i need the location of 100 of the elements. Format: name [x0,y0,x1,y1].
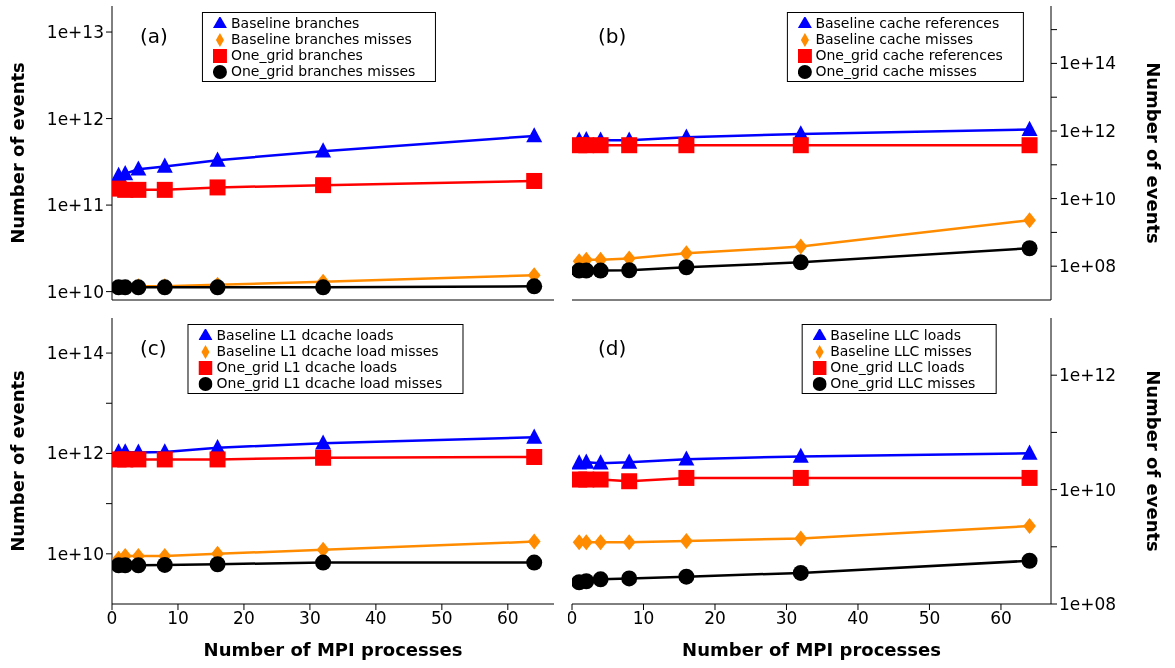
y-tick-label: 1e+12 [46,108,104,129]
point [794,238,808,255]
point [678,469,695,486]
point [1021,240,1038,257]
point [156,556,173,573]
point [678,450,695,466]
y2-axis-title: Number of events [1142,62,1164,244]
point [209,556,226,573]
point [792,254,809,271]
point [792,447,809,463]
y2-tick-label: 1e+12 [1059,121,1117,142]
text: (b) [598,24,627,48]
point [526,127,543,143]
point [1021,120,1038,137]
point [679,533,693,550]
point [592,571,609,588]
legend-label: Baseline LLC misses [830,343,972,359]
point [621,453,638,469]
point [622,534,636,551]
text: (d) [598,336,627,360]
point [156,451,173,468]
point [315,434,332,450]
point [592,262,609,279]
x-axis-title: Number of MPI processes [682,639,941,660]
point [130,160,147,176]
y2-axis-title: Number of events [1142,370,1164,552]
y2-tick-label: 1e+10 [1059,188,1117,209]
legend-label: Baseline L1 dcache loads [216,327,394,343]
point [130,451,147,468]
legend-label: One_grid branches misses [230,63,416,79]
x-tick-label: 20 [704,608,726,629]
point [209,179,226,196]
x-tick-label: 40 [365,608,387,629]
x-tick-label: 10 [167,608,189,629]
y-axis-title: Number of events [7,370,29,552]
x-axis-title: Number of MPI processes [203,639,463,660]
point [315,449,332,466]
legend-label: Baseline LLC loads [830,327,962,343]
point [526,428,543,444]
x-tick-label: 60 [497,608,519,629]
x-tick-label: 50 [431,608,453,629]
point [594,534,607,551]
point [209,151,226,167]
y-axis-title: Number of events [7,62,29,244]
point [526,278,543,295]
point [526,448,543,465]
y-tick-label: 1e+13 [46,22,104,43]
legend-label: Baseline L1 dcache load misses [216,343,439,359]
y2-tick-label: 1e+14 [1059,53,1117,74]
y2-tick-label: 1e+08 [1059,256,1117,277]
legend-label: Baseline branches misses [230,31,412,47]
point [156,181,173,198]
y-tick-label: 1e+12 [46,443,104,464]
text: (a) [140,24,168,48]
point [678,137,695,154]
point [792,564,809,581]
x-tick-label: 0 [106,608,118,629]
point [130,181,147,198]
point [592,137,609,154]
x-tick-label: 10 [632,608,655,629]
y-tick-label: 1e+10 [46,543,104,564]
point [621,570,638,587]
legend-label: One_grid LLC loads [830,359,965,375]
x-tick-label: 30 [299,608,321,629]
point [679,245,693,262]
point [130,557,147,574]
point [209,451,226,468]
point [1021,469,1038,486]
point [621,473,638,490]
point [1021,444,1038,460]
legend-label: Baseline cache references [815,15,1000,31]
y2-tick-label: 1e+12 [1059,365,1117,386]
point [1021,552,1038,569]
legend-label: One_grid cache references [815,47,1003,63]
point [792,469,809,486]
legend-label: Baseline branches [230,15,360,31]
point [621,137,638,154]
x-tick-label: 60 [990,608,1012,629]
y2-tick-label: 1e+08 [1059,594,1117,615]
point [156,157,173,173]
point [526,172,543,189]
point [678,259,695,276]
point [792,137,809,154]
legend-label: One_grid cache misses [815,63,977,79]
point [592,454,609,470]
point [315,554,332,571]
point [592,471,609,488]
y-tick-label: 1e+10 [46,281,104,302]
x-tick-label: 50 [918,608,941,629]
point [315,279,332,296]
y-tick-label: 1e+11 [46,195,104,216]
x-tick-label: 30 [775,608,798,629]
point [315,142,332,158]
x-tick-label: 40 [847,608,869,629]
legend-label: One_grid LLC misses [830,375,976,391]
legend-label: One_grid branches [230,47,363,63]
x-tick-label: 0 [566,608,578,629]
y-tick-label: 1e+14 [46,343,104,364]
legend-label: One_grid L1 dcache loads [216,359,398,375]
point [1021,137,1038,154]
